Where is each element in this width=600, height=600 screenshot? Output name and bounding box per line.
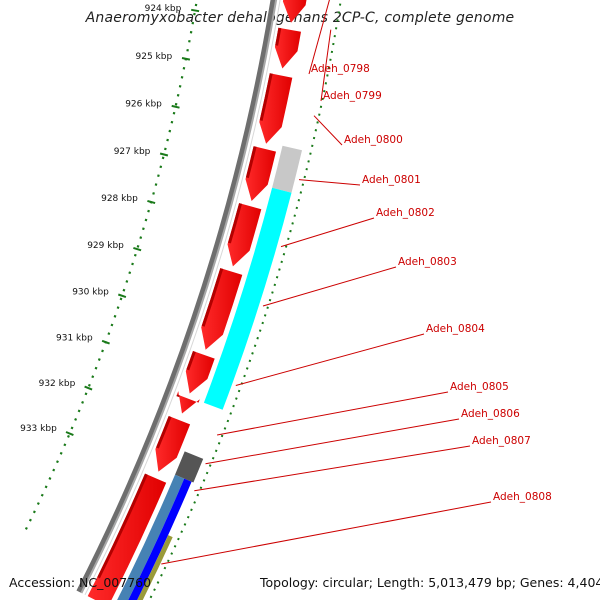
gene-label[interactable]: Adeh_0801 [362,174,421,186]
gene-leader-line [308,0,330,75]
gene-arrow-red-edge [228,203,242,244]
kbp-tick-label: 933 kbp [20,424,57,434]
ruler-tick [159,152,169,157]
gene-label[interactable]: Adeh_0805 [450,381,509,393]
gene-label[interactable]: Adeh_0807 [472,435,531,447]
gene-arrow-red [185,351,215,394]
gene-labels: Adeh_0798 Adeh_0799 Adeh_0800 Adeh_0801 Adeh… [161,0,552,565]
genome-backbone [76,0,281,596]
accession-text: Accession: NC_007760 [9,575,152,590]
gene-label[interactable]: Adeh_0802 [376,207,435,219]
ruler-tick [117,293,127,299]
gene-leader-line [262,266,397,307]
feature-block-blue [128,478,192,600]
gene-arrow-red-edge [156,416,172,449]
ruler-tick [191,8,200,13]
feature-block-gray [272,145,302,193]
kbp-tick-label: 927 kbp [114,147,151,157]
gene-leader-line [235,333,425,386]
backbone-shadow [84,0,281,596]
gene-arrow-red-edge [186,351,196,371]
kbp-tick-label: 932 kbp [39,379,76,389]
gene-arrow-red-edge [259,73,273,121]
gene-leader-line [298,179,361,186]
gene-leader-line [217,391,449,436]
ruler-tick [171,104,180,109]
gene-arrow-red-edge [275,27,282,46]
ruler-dotted-arc [23,0,199,534]
kbp-tick-label: 928 kbp [101,194,138,204]
ruler-tick [65,431,74,437]
feature-tracks [87,0,342,600]
feature-block-steel [117,474,185,600]
map-title: Anaeromyxobacter dehalogenans 2CP-C, com… [85,10,515,26]
gene-arrow-red-edge [97,473,148,579]
gene-leader-line [205,418,460,465]
gene-arrow-red [87,473,167,600]
backbone-outer-line [76,0,276,593]
kbp-tick-label: 930 kbp [72,287,109,297]
feature-block-olive [137,535,173,600]
ruler-tick [133,246,142,252]
gene-leader-line [313,115,343,146]
gene-arrow-red [282,0,307,23]
kbp-tick-label: 926 kbp [125,100,162,110]
feature-block-darkgray [175,451,204,483]
gene-label[interactable]: Adeh_0806 [461,408,520,420]
gene-arrow-red [274,27,301,69]
ruler-tick [101,339,110,345]
gene-label[interactable]: Adeh_0799 [323,90,382,102]
gene-arrow-red-edge [245,146,257,179]
kbp-tick-label: 931 kbp [56,333,93,343]
gene-leader-line [280,217,375,248]
gene-label[interactable]: Adeh_0808 [493,491,552,503]
gene-label[interactable]: Adeh_0804 [426,323,485,335]
feature-block-cyan [203,187,292,410]
kbp-tick-label: 929 kbp [87,241,124,251]
backbone-highlight [80,0,278,594]
gene-arrow-red-edge [201,268,224,327]
gene-arrow-red [177,391,200,414]
gene-leader-line [161,501,492,565]
gene-arrow-red-edge [176,394,180,398]
kbp-tick-label: 925 kbp [136,52,173,62]
gene-arrow-red [201,268,243,350]
ruler-tick [84,385,93,391]
gene-label[interactable]: Adeh_0798 [311,63,370,75]
ruler-tick [181,57,191,61]
kbp-tick-label: 924 kbp [145,4,182,14]
ruler-tick [147,199,156,205]
gene-label[interactable]: Adeh_0800 [344,134,403,146]
gene-leader-line [194,445,471,492]
genome-summary-text: Topology: circular; Length: 5,013,479 bp… [260,575,600,590]
gene-label[interactable]: Adeh_0803 [398,256,457,268]
gene-leader-line [320,29,332,102]
